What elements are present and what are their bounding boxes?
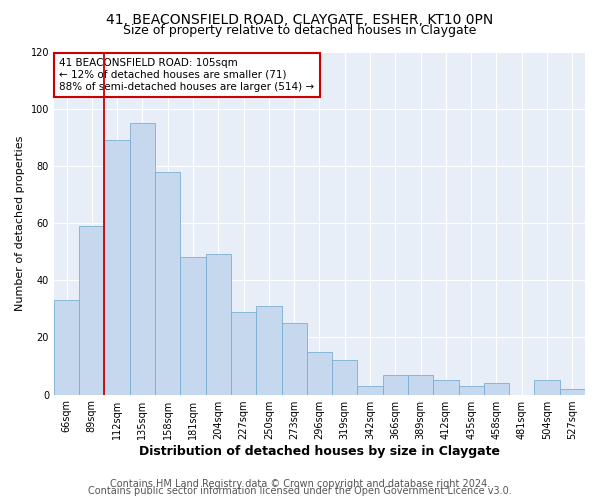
Y-axis label: Number of detached properties: Number of detached properties: [15, 136, 25, 310]
Text: Contains HM Land Registry data © Crown copyright and database right 2024.: Contains HM Land Registry data © Crown c…: [110, 479, 490, 489]
Bar: [484, 383, 509, 394]
Bar: [130, 123, 155, 394]
Bar: [206, 254, 231, 394]
Bar: [458, 386, 484, 394]
Bar: [231, 312, 256, 394]
Bar: [383, 374, 408, 394]
Text: 41 BEACONSFIELD ROAD: 105sqm
← 12% of detached houses are smaller (71)
88% of se: 41 BEACONSFIELD ROAD: 105sqm ← 12% of de…: [59, 58, 314, 92]
Bar: [181, 258, 206, 394]
Bar: [433, 380, 458, 394]
X-axis label: Distribution of detached houses by size in Claygate: Distribution of detached houses by size …: [139, 444, 500, 458]
Text: Size of property relative to detached houses in Claygate: Size of property relative to detached ho…: [124, 24, 476, 37]
Bar: [332, 360, 358, 394]
Bar: [104, 140, 130, 394]
Bar: [79, 226, 104, 394]
Bar: [358, 386, 383, 394]
Bar: [281, 323, 307, 394]
Bar: [155, 172, 181, 394]
Bar: [256, 306, 281, 394]
Bar: [560, 389, 585, 394]
Bar: [54, 300, 79, 394]
Text: 41, BEACONSFIELD ROAD, CLAYGATE, ESHER, KT10 0PN: 41, BEACONSFIELD ROAD, CLAYGATE, ESHER, …: [106, 12, 494, 26]
Bar: [408, 374, 433, 394]
Bar: [307, 352, 332, 395]
Bar: [535, 380, 560, 394]
Text: Contains public sector information licensed under the Open Government Licence v3: Contains public sector information licen…: [88, 486, 512, 496]
